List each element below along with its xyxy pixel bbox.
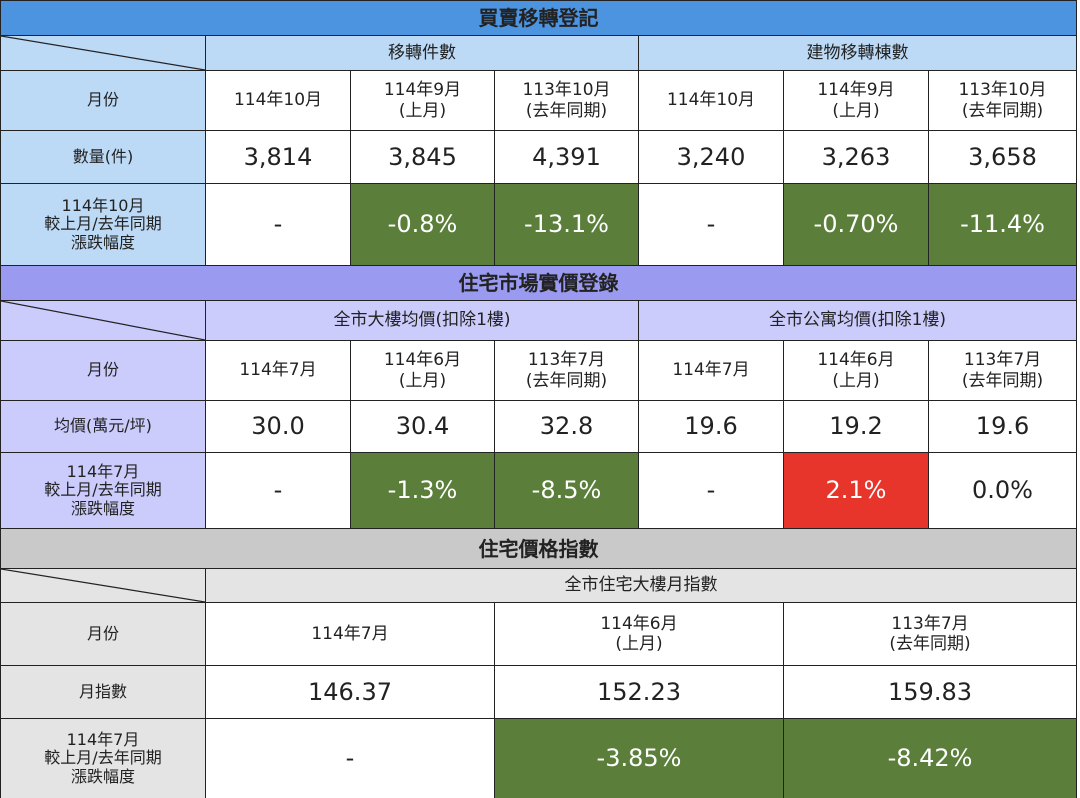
change-cell: 0.0% <box>927 452 1078 529</box>
row-label: 114年7月 較上月/去年同期 漲跌幅度 <box>0 452 206 529</box>
change-cell: -8.42% <box>782 718 1078 798</box>
corner-cell <box>0 568 206 603</box>
month-header: 114年9月 (上月) <box>783 70 929 131</box>
month-header: 114年7月 <box>638 340 784 401</box>
value-cell: 3,814 <box>205 130 351 184</box>
month-header: 113年10月 (去年同期) <box>494 70 639 131</box>
corner-cell <box>0 35 206 71</box>
table-row: 月指數 146.37 152.23 159.83 <box>0 665 1078 719</box>
month-header: 114年7月 <box>205 340 351 401</box>
month-header: 114年6月 (上月) <box>350 340 495 401</box>
value-cell: 4,391 <box>494 130 639 184</box>
group-header: 全市公寓均價(扣除1樓) <box>637 300 1078 341</box>
value-cell: 159.83 <box>782 665 1078 719</box>
value-cell: 30.0 <box>205 400 351 453</box>
value-cell: 19.6 <box>638 400 784 453</box>
month-header: 114年7月 <box>205 602 495 666</box>
table-row: 住宅市場實價登錄 <box>0 265 1078 301</box>
table-row: 月份 114年10月 114年9月 (上月) 113年10月 (去年同期) 114年10… <box>0 70 1078 131</box>
row-label: 114年10月 較上月/去年同期 漲跌幅度 <box>0 183 206 266</box>
change-cell: - <box>205 183 351 266</box>
table-row: 全市住宅大樓月指數 <box>0 568 1078 603</box>
month-header: 114年9月 (上月) <box>350 70 495 131</box>
row-label: 月指數 <box>0 665 206 719</box>
change-cell: - <box>638 183 784 266</box>
diagonal <box>1 569 205 602</box>
table-row: 移轉件數 建物移轉棟數 <box>0 35 1078 71</box>
month-header: 113年7月 (去年同期) <box>927 340 1078 401</box>
change-cell: -3.85% <box>494 718 784 798</box>
row-label: 均價(萬元/坪) <box>0 400 206 453</box>
row-label: 月份 <box>0 340 206 401</box>
value-cell: 3,240 <box>638 130 784 184</box>
change-cell: - <box>205 718 495 798</box>
table-row: 114年10月 較上月/去年同期 漲跌幅度 - -0.8% -13.1% - -0.70%… <box>0 183 1078 266</box>
table-row: 均價(萬元/坪) 30.0 30.4 32.8 19.6 19.2 19.6 <box>0 400 1078 453</box>
month-header: 114年10月 <box>205 70 351 131</box>
table-row: 全市大樓均價(扣除1樓) 全市公寓均價(扣除1樓) <box>0 300 1078 341</box>
change-cell: -0.8% <box>350 183 495 266</box>
diagonal <box>1 301 205 340</box>
diagonal <box>1 36 205 70</box>
section-title: 住宅價格指數 <box>0 528 1078 569</box>
change-cell: - <box>638 452 784 529</box>
value-cell: 3,658 <box>927 130 1078 184</box>
group-header: 全市住宅大樓月指數 <box>204 568 1078 603</box>
section-title: 買賣移轉登記 <box>0 0 1078 36</box>
month-header: 114年10月 <box>638 70 784 131</box>
group-header: 移轉件數 <box>205 35 639 71</box>
value-cell: 19.6 <box>927 400 1078 453</box>
month-header: 113年7月 (去年同期) <box>494 340 639 401</box>
corner-cell <box>0 300 206 341</box>
group-header: 建物移轉棟數 <box>637 35 1078 71</box>
value-cell: 32.8 <box>494 400 639 453</box>
change-cell: -1.3% <box>350 452 495 529</box>
table-row: 114年7月 較上月/去年同期 漲跌幅度 - -1.3% -8.5% -2.1% 0.0% <box>0 452 1078 529</box>
value-cell: 146.37 <box>205 665 495 719</box>
change-cell: -11.4% <box>927 183 1078 266</box>
group-header: 全市大樓均價(扣除1樓) <box>205 300 639 341</box>
table-row: 數量(件) 3,814 3,845 4,391 3,240 3,263 3,658 <box>0 130 1078 184</box>
table-row: 月份 114年7月 114年6月 (上月) 113年7月 (去年同期) <box>0 602 1078 666</box>
table-row: 住宅價格指數 <box>0 528 1078 569</box>
change-cell: 2.1% <box>783 452 929 529</box>
table-row: 月份 114年7月 114年6月 (上月) 113年7月 (去年同期) 114年7月 11… <box>0 340 1078 401</box>
row-label: 月份 <box>0 602 206 666</box>
change-cell: -0.70% <box>783 183 929 266</box>
change-cell: -8.5% <box>494 452 639 529</box>
month-header: 114年6月 (上月) <box>494 602 784 666</box>
change-cell: -13.1% <box>494 183 639 266</box>
month-header: 114年6月 (上月) <box>783 340 929 401</box>
value-cell: 3,263 <box>783 130 929 184</box>
section-title: 住宅市場實價登錄 <box>0 265 1078 301</box>
value-cell: 30.4 <box>350 400 495 453</box>
value-cell: 19.2 <box>783 400 929 453</box>
change-cell: - <box>205 452 351 529</box>
table-row: 114年7月 較上月/去年同期 漲跌幅度 - -3.85% -8.42% <box>0 718 1078 798</box>
month-header: 113年10月 (去年同期) <box>927 70 1078 131</box>
table-row: 買賣移轉登記 <box>0 0 1078 36</box>
value-cell: 152.23 <box>494 665 784 719</box>
month-header: 113年7月 (去年同期) <box>782 602 1078 666</box>
value-cell: 3,845 <box>350 130 495 184</box>
row-label: 月份 <box>0 70 206 131</box>
row-label: 114年7月 較上月/去年同期 漲跌幅度 <box>0 718 206 798</box>
row-label: 數量(件) <box>0 130 206 184</box>
